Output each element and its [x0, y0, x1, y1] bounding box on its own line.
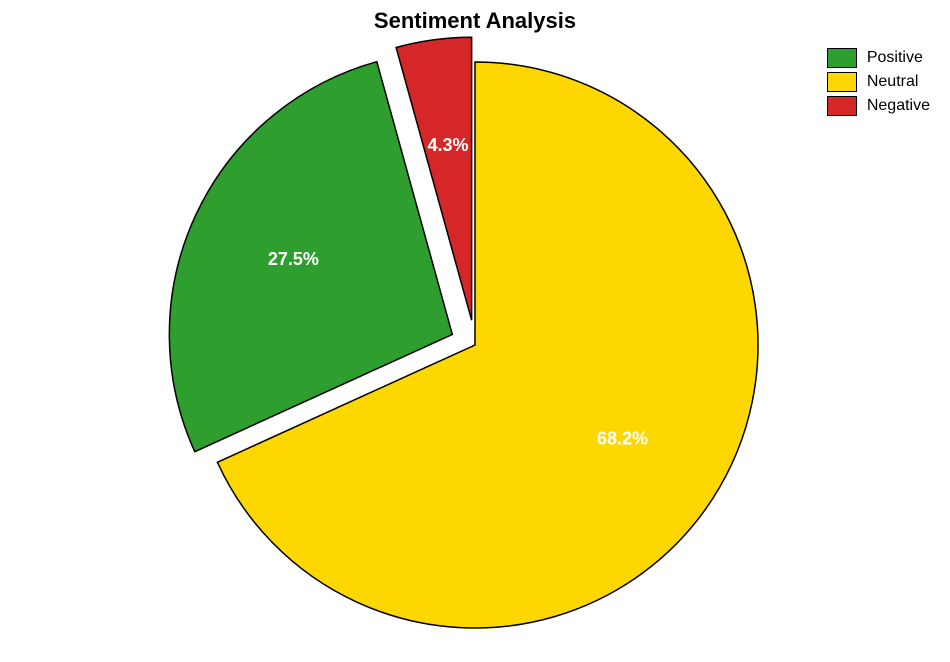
legend: Positive Neutral Negative — [827, 48, 930, 120]
pie-svg: 68.2% 27.5% 4.3% — [0, 0, 950, 662]
pie-pct-label-positive: 27.5% — [268, 249, 319, 269]
legend-item-neutral: Neutral — [827, 72, 930, 92]
legend-label-neutral: Neutral — [867, 73, 919, 91]
sentiment-pie-chart: Sentiment Analysis 68.2%27.5%4.3% Positi… — [0, 0, 950, 662]
legend-swatch-positive — [827, 48, 857, 68]
legend-swatch-negative — [827, 96, 857, 116]
legend-label-positive: Positive — [867, 49, 923, 67]
pie-pct-label-negative: 4.3% — [427, 135, 468, 155]
legend-item-negative: Negative — [827, 96, 930, 116]
pie-pct-label-neutral: 68.2% — [597, 429, 648, 449]
legend-label-negative: Negative — [867, 97, 930, 115]
legend-item-positive: Positive — [827, 48, 930, 68]
legend-swatch-neutral — [827, 72, 857, 92]
